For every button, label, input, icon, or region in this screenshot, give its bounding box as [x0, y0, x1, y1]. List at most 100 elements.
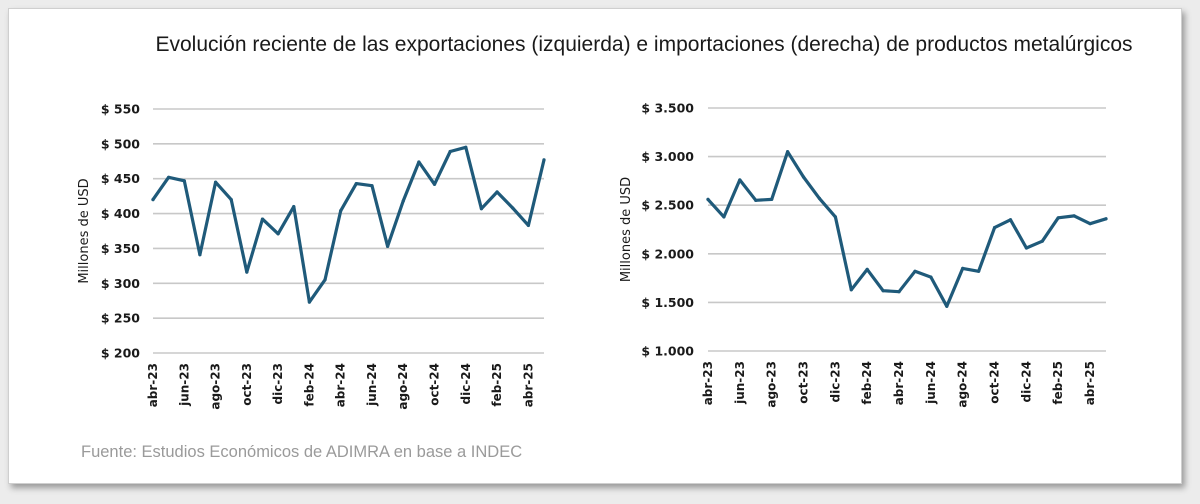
imports-y-tick-label: $ 2.000 [641, 246, 694, 261]
imports-x-tick-label: abr-24 [892, 361, 906, 405]
exports-x-tick-label: ago-23 [209, 363, 223, 410]
imports-x-tick-label: feb-24 [860, 361, 874, 405]
imports-x-tick-label: jun-23 [733, 361, 747, 405]
imports-data-point [977, 269, 981, 273]
imports-data-point [929, 275, 933, 279]
exports-data-point [307, 300, 311, 304]
exports-data-point [354, 181, 358, 186]
exports-x-tick-label: dic-23 [271, 363, 285, 405]
exports-data-point [245, 270, 249, 274]
imports-y-tick-label: $ 2.500 [641, 198, 694, 213]
imports-x-tick-label: abr-25 [1083, 361, 1097, 405]
imports-data-point [897, 290, 901, 294]
imports-y-axis-label: Millones de USD [619, 177, 634, 282]
exports-y-tick-label: $ 550 [101, 102, 140, 117]
exports-y-tick-label: $ 300 [101, 276, 140, 291]
exports-data-point [386, 244, 390, 248]
exports-y-tick-label: $ 350 [101, 241, 140, 256]
exports-x-tick-label: feb-25 [490, 363, 504, 407]
imports-data-point [786, 150, 790, 154]
imports-data-point [1104, 217, 1108, 221]
exports-data-point [198, 253, 202, 257]
imports-data-point [706, 197, 710, 201]
exports-x-tick-label: dic-24 [459, 363, 473, 405]
imports-data-point [1056, 216, 1060, 220]
exports-data-point [339, 209, 343, 213]
imports-data-point [754, 198, 758, 202]
source-note: Fuente: Estudios Económicos de ADIMRA en… [81, 443, 523, 461]
exports-x-tick-label: abr-25 [521, 363, 535, 407]
exports-y-tick-label: $ 500 [101, 136, 140, 151]
imports-data-point [913, 269, 917, 273]
exports-data-point [417, 160, 421, 164]
exports-x-tick-label: abr-24 [334, 363, 348, 407]
exports-data-point [432, 182, 437, 186]
imports-data-point [881, 289, 885, 293]
exports-data-point [479, 207, 484, 211]
imports-data-point [1024, 246, 1028, 250]
imports-y-tick-label: $ 1.000 [641, 344, 694, 359]
exports-x-tick-label: oct-23 [240, 363, 254, 406]
imports-data-point [722, 215, 726, 219]
imports-x-tick-label: ago-24 [956, 361, 970, 408]
imports-x-tick-label: oct-24 [988, 361, 1002, 404]
exports-data-point [526, 223, 530, 228]
exports-data-point [370, 184, 374, 188]
exports-data-point [495, 190, 499, 194]
imports-y-tick-label: $ 3.000 [641, 149, 694, 164]
exports-data-point [276, 232, 280, 236]
exports-data-point [542, 158, 546, 162]
imports-y-tick-label: $ 1.500 [641, 295, 694, 310]
exports-data-point [182, 179, 186, 183]
exports-x-tick-label: jun-24 [365, 363, 379, 407]
exports-data-point [323, 278, 327, 282]
imports-data-point [945, 304, 949, 308]
imports-data-point [1088, 222, 1092, 226]
exports-y-axis-label: Millones de USD [77, 178, 92, 283]
imports-data-point [770, 197, 774, 201]
exports-data-point [448, 149, 452, 154]
imports-series-line [706, 150, 1108, 308]
imports-y-tick-label: $ 3.500 [641, 101, 694, 116]
imports-data-point [961, 266, 965, 270]
imports-x-tick-label: dic-23 [828, 361, 842, 403]
exports-y-tick-label: $ 450 [101, 171, 140, 186]
imports-x-tick-label: ago-23 [765, 361, 779, 408]
exports-x-tick-label: oct-24 [428, 363, 442, 406]
imports-data-point [1072, 214, 1076, 218]
imports-data-point [738, 178, 742, 182]
exports-data-point [401, 199, 405, 203]
exports-x-tick-label: abr-23 [146, 363, 160, 407]
imports-data-point [801, 175, 806, 179]
imports-x-tick-label: dic-24 [1019, 361, 1033, 403]
imports-x-tick-label: feb-25 [1051, 361, 1065, 405]
exports-x-tick-label: jun-23 [177, 363, 191, 407]
exports-data-point [260, 217, 265, 221]
exports-y-tick-label: $ 200 [101, 346, 140, 361]
exports-data-point [292, 205, 296, 209]
exports-x-tick-label: ago-24 [396, 363, 410, 410]
exports-chart: $ 200 $ 250 $ 300 $ 350 $ 400 $ 450 $ 500 $ 550… [77, 102, 546, 410]
imports-data-point [1040, 239, 1044, 243]
exports-series-line [151, 145, 546, 304]
exports-data-point [464, 145, 468, 149]
exports-data-point [229, 198, 233, 202]
exports-data-point [151, 198, 155, 202]
exports-data-point [213, 180, 218, 184]
figure-title: Evolución reciente de las exportaciones … [155, 33, 1133, 56]
imports-data-point [817, 196, 822, 200]
imports-data-point [849, 288, 853, 292]
exports-y-tick-label: $ 250 [101, 311, 140, 326]
imports-x-tick-label: oct-23 [797, 361, 811, 404]
exports-data-point [511, 206, 515, 210]
imports-x-tick-label: jun-24 [924, 361, 938, 405]
exports-data-point [167, 175, 171, 179]
imports-data-point [992, 225, 997, 230]
imports-data-point [1008, 218, 1013, 222]
exports-y-tick-label: $ 400 [101, 206, 140, 221]
imports-data-point [833, 215, 837, 219]
imports-data-point [865, 267, 869, 271]
imports-x-tick-label: abr-23 [701, 361, 715, 405]
exports-x-tick-label: feb-24 [302, 363, 316, 407]
